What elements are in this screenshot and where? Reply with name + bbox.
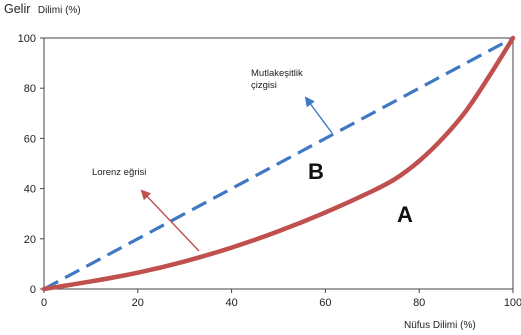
x-tick-label: 60 xyxy=(319,297,331,309)
x-tick-label: 100 xyxy=(504,297,521,309)
lorenz-curve-line xyxy=(41,35,516,292)
lorenz-curve-arrow xyxy=(140,189,200,252)
y-tick-label: 40 xyxy=(24,184,36,196)
y-axis-title-main: Gelir xyxy=(4,2,30,16)
y-tick-label: 60 xyxy=(24,133,36,145)
y-tick-label: 100 xyxy=(18,33,36,45)
x-tick-label: 0 xyxy=(41,297,47,309)
x-axis-title: Nüfus Dilimi (%) xyxy=(404,320,476,331)
equality-line-label-line2: çizgisi xyxy=(251,80,277,91)
y-tick-label: 20 xyxy=(24,234,36,246)
y-axis-title: Gelir Dilimi (%) xyxy=(4,0,81,17)
y-tick-label: 80 xyxy=(24,83,36,95)
x-tick-label: 40 xyxy=(225,297,237,309)
x-tick-label: 80 xyxy=(413,297,425,309)
y-tick-label: 0 xyxy=(30,284,36,296)
equality-line-label: Mutlakeşitlik çizgisi xyxy=(251,68,305,91)
equality-line xyxy=(43,36,514,291)
equality-line-label-line1: Mutlakeşitlik xyxy=(251,68,303,79)
lorenz-curve-label: Lorenz eğrisi xyxy=(92,167,146,178)
equality-line-arrow xyxy=(304,96,333,134)
x-tick-label: 20 xyxy=(132,297,144,309)
region-a-label: A xyxy=(397,202,413,227)
y-axis-title-small: Dilimi (%) xyxy=(38,5,81,16)
plot-area: 0 20 40 60 80 100 0 20 40 60 80 100 xyxy=(18,33,521,309)
region-b-label: B xyxy=(308,159,324,184)
